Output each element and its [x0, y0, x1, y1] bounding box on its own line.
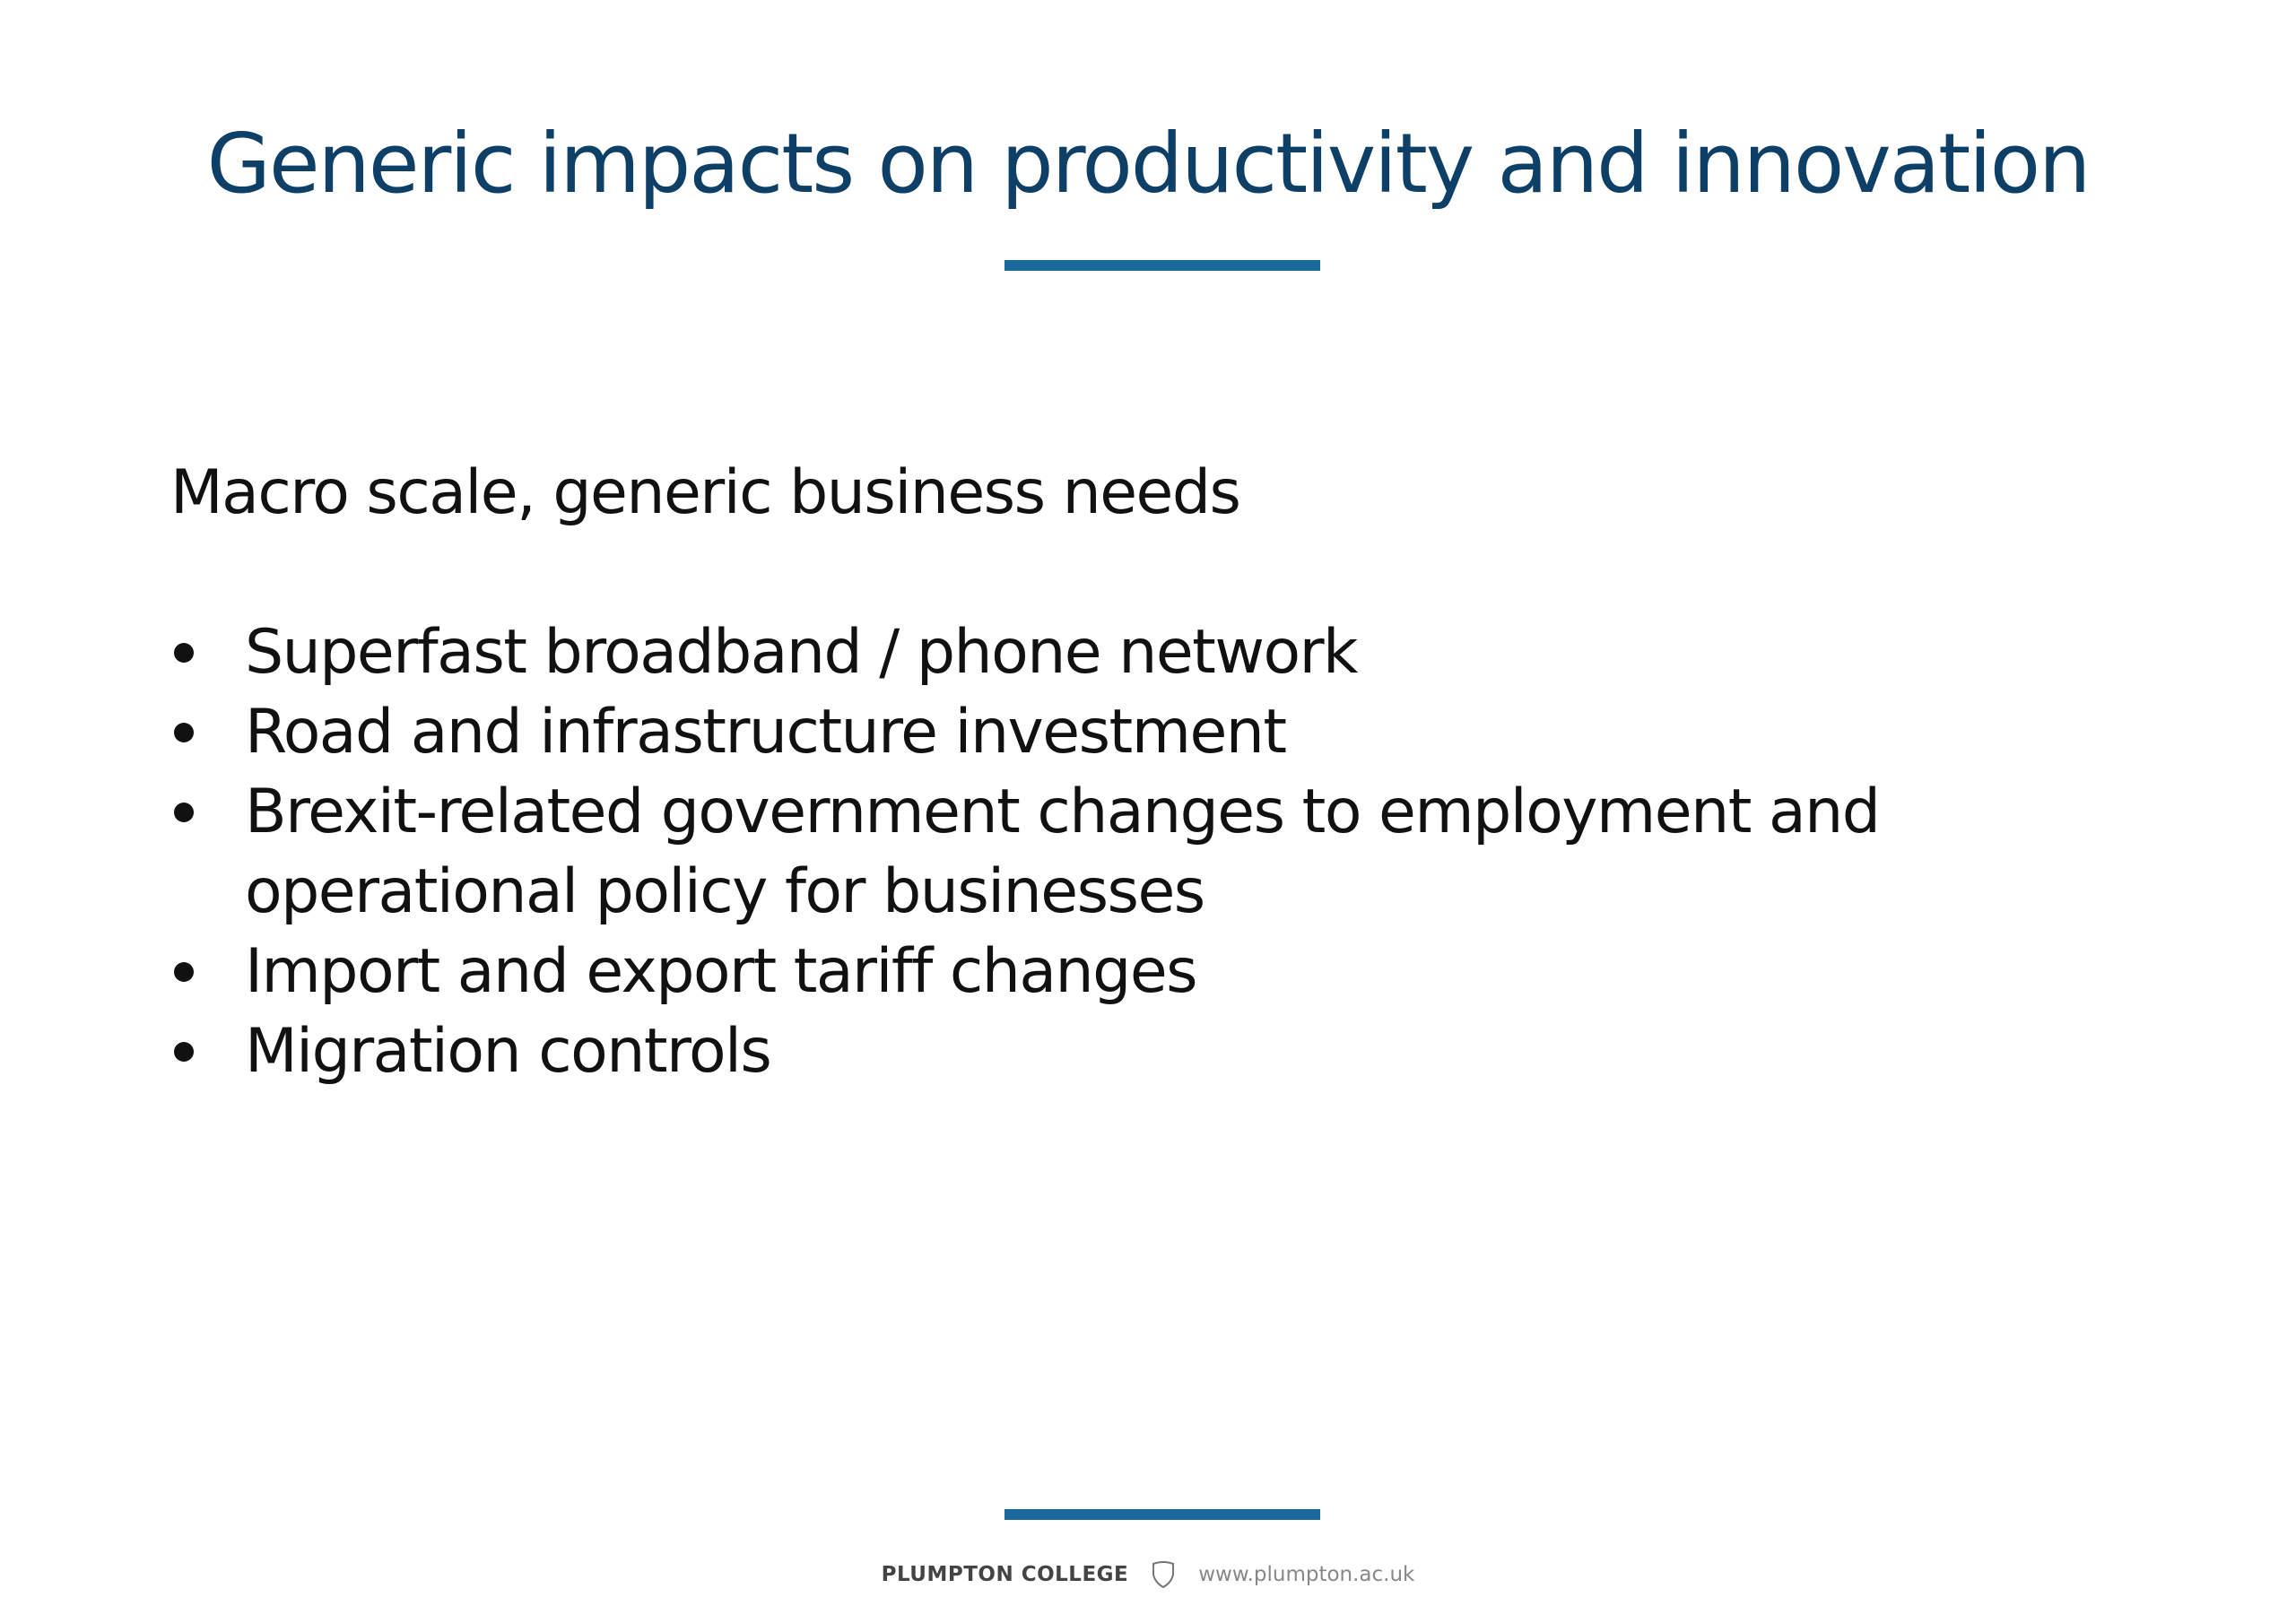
title-underline-divider — [1004, 260, 1320, 271]
bullet-icon — [174, 1042, 194, 1062]
bullet-list: Superfast broadband / phone network Road… — [170, 612, 2054, 1091]
slide-title: Generic impacts on productivity and inno… — [206, 116, 2092, 212]
bullet-icon — [174, 962, 194, 982]
bullet-icon — [174, 723, 194, 742]
shield-icon — [1152, 1560, 1175, 1589]
bullet-icon — [174, 803, 194, 822]
list-item: Road and infrastructure investment — [170, 692, 2054, 772]
list-item: Brexit-related government changes to emp… — [170, 772, 1949, 932]
list-item: Superfast broadband / phone network — [170, 612, 2054, 692]
college-name: PLUMPTON COLLEGE — [881, 1563, 1129, 1586]
list-item: Import and export tariff changes — [170, 932, 2054, 1011]
footer-divider — [1004, 1509, 1320, 1520]
bullet-icon — [174, 643, 194, 663]
list-item: Migration controls — [170, 1011, 2054, 1091]
intro-text: Macro scale, generic business needs — [170, 457, 1241, 528]
footer: PLUMPTON COLLEGE www.plumpton.ac.uk — [0, 1560, 2296, 1589]
website-link[interactable]: www.plumpton.ac.uk — [1198, 1563, 1415, 1586]
